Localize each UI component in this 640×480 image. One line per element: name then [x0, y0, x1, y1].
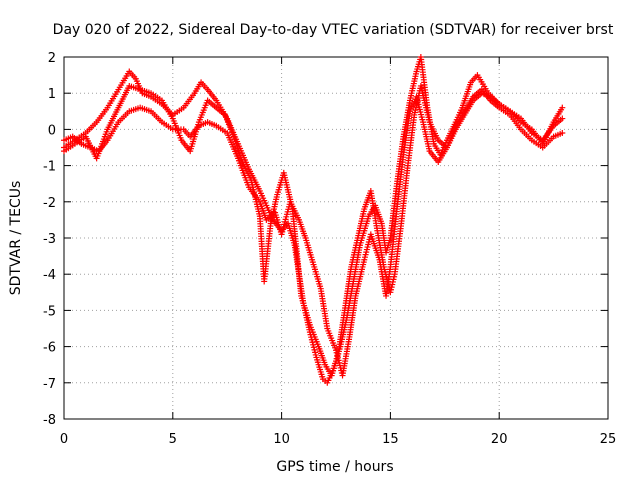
x-tick-label: 25	[600, 432, 617, 447]
y-tick-label: 0	[48, 123, 56, 138]
x-axis-label: GPS time / hours	[276, 459, 393, 475]
y-tick-label: 2	[48, 51, 56, 66]
y-axis-label: SDTVAR / TECUs	[8, 181, 24, 296]
grid-lines	[64, 57, 608, 419]
y-tick-label: -2	[43, 196, 56, 211]
x-tick-label: 20	[491, 432, 508, 447]
x-tick-label: 15	[382, 432, 399, 447]
y-tick-label: -8	[43, 413, 56, 428]
y-tick-label: -3	[43, 232, 56, 247]
chart-title: Day 020 of 2022, Sidereal Day-to-day VTE…	[53, 22, 614, 38]
x-tick-label: 5	[169, 432, 177, 447]
data-point	[559, 104, 566, 111]
data-points	[61, 54, 566, 386]
data-point	[559, 130, 566, 137]
y-ticks: -8 -7 -6 -5 -4 -3 -2 -1 0 1 2	[43, 51, 608, 428]
y-tick-label: 1	[48, 87, 56, 102]
series-track-c	[61, 82, 566, 379]
y-tick-label: -4	[43, 268, 56, 283]
y-tick-label: -7	[43, 377, 56, 392]
y-tick-label: -5	[43, 304, 56, 319]
y-tick-label: -1	[43, 160, 56, 175]
x-ticks: 0 5 10 15 20 25	[60, 57, 616, 447]
x-tick-label: 10	[273, 432, 290, 447]
data-point	[559, 115, 566, 122]
x-tick-label: 0	[60, 432, 68, 447]
y-tick-label: -6	[43, 341, 56, 356]
series-track-a	[61, 54, 566, 386]
